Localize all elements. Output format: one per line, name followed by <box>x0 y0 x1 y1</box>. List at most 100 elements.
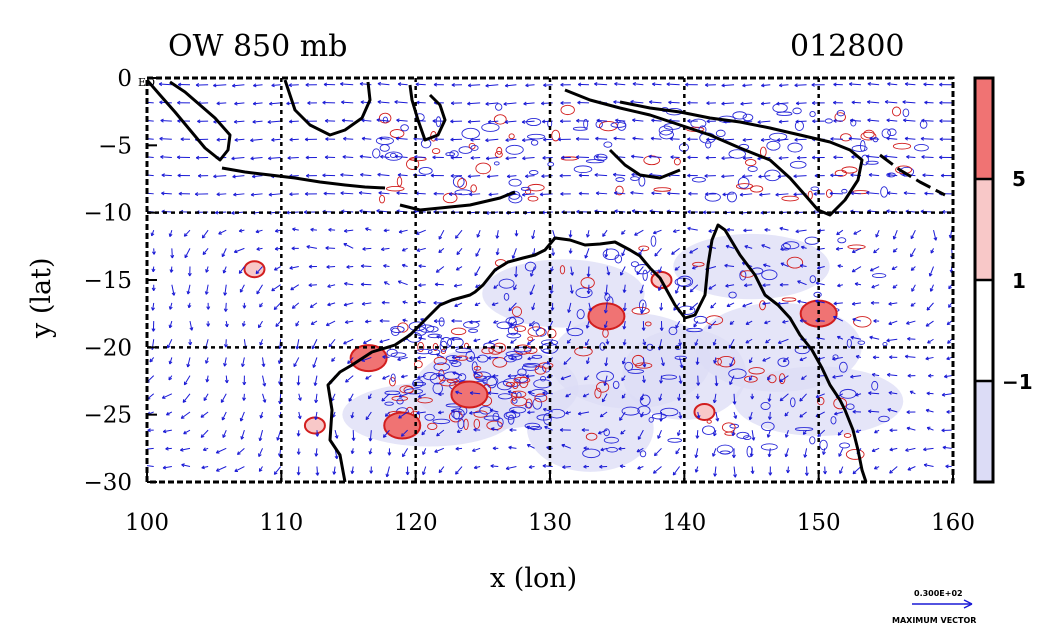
contour-loop <box>871 273 887 279</box>
wind-vector-head <box>595 154 599 159</box>
wind-vector-head <box>929 288 934 292</box>
wind-vector-head <box>527 356 531 361</box>
contour-loop <box>603 428 610 437</box>
wind-vector-head <box>583 464 587 469</box>
wind-vector-head <box>470 137 474 142</box>
wind-vector-head <box>708 229 712 233</box>
wind-vector <box>234 120 245 123</box>
contour-loop <box>882 342 888 347</box>
wind-vector <box>751 466 754 474</box>
wind-vector-head <box>473 371 477 376</box>
wind-vector-head <box>473 338 477 343</box>
wind-vector-head <box>470 155 474 160</box>
wind-vector <box>921 119 934 122</box>
wind-vector-head <box>289 192 293 197</box>
contour-loop <box>507 325 519 336</box>
wind-vector <box>669 138 680 140</box>
wind-vector-head <box>542 463 547 468</box>
y-tick-label: −10 <box>83 201 132 227</box>
contour-loop <box>417 397 433 404</box>
wind-vector <box>262 393 266 403</box>
contour-loop <box>630 261 639 268</box>
wind-vector-head <box>749 453 754 457</box>
wind-vector <box>252 120 263 123</box>
contour-loop <box>792 107 802 115</box>
wind-vector <box>180 411 191 419</box>
wind-vector <box>256 284 263 295</box>
wind-vector <box>507 375 517 377</box>
wind-vector-head <box>455 266 460 271</box>
wind-vector <box>382 375 390 380</box>
wind-vector-head <box>577 411 582 416</box>
wind-vector-head <box>430 173 435 178</box>
wind-vector <box>794 138 807 141</box>
wind-vector <box>586 357 590 364</box>
wind-vector <box>316 466 319 476</box>
contour-loop <box>475 162 492 175</box>
wind-vector-head <box>695 435 700 439</box>
wind-vector <box>262 375 266 387</box>
wind-vector <box>527 411 535 414</box>
wind-vector <box>415 229 426 235</box>
wind-vector <box>851 266 862 273</box>
contour-loop <box>819 439 828 451</box>
contour-loop <box>513 346 532 353</box>
wind-vector-head <box>888 301 892 306</box>
contour-loop <box>457 177 468 190</box>
wind-vector-head <box>888 390 893 395</box>
wind-vector-head <box>704 173 708 178</box>
wind-vector <box>868 174 880 177</box>
wind-vector-head <box>586 273 591 278</box>
wind-vector <box>315 393 318 403</box>
wind-vector-head <box>559 173 563 178</box>
wind-vector-head <box>421 471 426 476</box>
wind-vector <box>259 430 264 441</box>
wind-vector-head <box>453 283 458 288</box>
wind-vector-head <box>433 191 437 196</box>
wind-vector <box>238 266 245 274</box>
wind-vector-head <box>748 359 753 364</box>
wind-vector-head <box>492 446 497 451</box>
wind-vector-head <box>436 335 440 339</box>
wind-vector-head <box>904 82 909 87</box>
wind-vector-head <box>358 190 363 195</box>
wind-vector <box>742 156 753 159</box>
wind-vector <box>651 119 662 122</box>
wind-vector-head <box>491 302 496 307</box>
wind-vector-head <box>768 472 773 476</box>
wind-vector-head <box>886 338 890 343</box>
wind-vector-head <box>566 328 570 332</box>
wind-vector-head <box>799 357 804 362</box>
wind-vector-head <box>779 397 784 402</box>
wind-vector <box>380 156 390 158</box>
wind-vector-head <box>588 307 593 312</box>
wind-vector <box>473 371 481 377</box>
wind-vector-head <box>213 174 217 179</box>
wind-vector <box>767 429 771 438</box>
wind-vector <box>907 338 916 340</box>
contour-loop <box>735 183 754 190</box>
wind-vector-head <box>343 340 347 345</box>
wind-vector-head <box>640 397 645 401</box>
wind-vector <box>218 229 227 235</box>
wind-vector-head <box>451 355 456 360</box>
wind-vector-head <box>234 137 238 142</box>
wind-vector-head <box>261 363 266 367</box>
wind-vector <box>742 138 753 141</box>
wind-vector-head <box>886 118 890 123</box>
wind-vector <box>346 266 354 268</box>
wind-vector-head <box>873 319 877 323</box>
wind-vector-head <box>455 390 459 395</box>
contour-loop <box>668 326 678 336</box>
wind-vector <box>833 316 844 322</box>
wind-vector-head <box>350 414 355 419</box>
wind-vector-head <box>687 155 691 160</box>
contour-loop <box>593 153 608 162</box>
wind-vector <box>232 84 245 87</box>
wind-vector <box>713 339 717 346</box>
wind-vector <box>361 265 372 268</box>
wind-vector <box>216 138 227 141</box>
wind-vector-head <box>760 137 765 142</box>
wind-vector-head <box>487 119 492 124</box>
wind-vector <box>377 83 390 86</box>
